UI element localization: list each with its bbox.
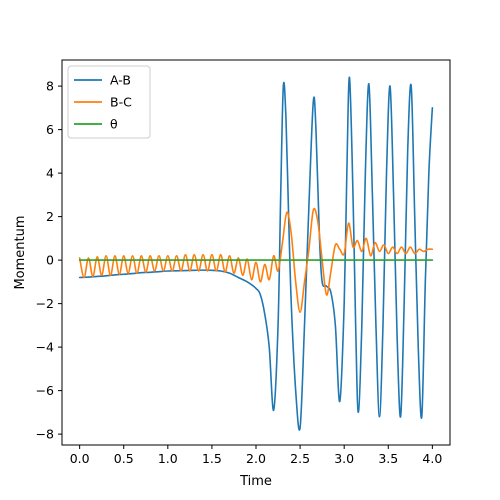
x-tick-label: 3.5 [378,451,398,466]
series-layer [78,76,434,431]
x-tick-label: 4.0 [422,451,442,466]
y-tick-label: −6 [36,383,54,398]
legend-label: θ [110,117,118,132]
y-tick-label: 2 [46,209,54,224]
y-tick-label: 8 [46,79,54,94]
y-tick-label: 0 [46,253,54,268]
y-axis-title: Momentum [13,215,28,289]
y-tick-label: 6 [46,122,54,137]
y-axis-ticks: −8 −6 −4 −2 0 2 4 6 8 [36,79,62,442]
x-tick-label: 2.0 [246,451,266,466]
x-tick-label: 0.5 [114,451,134,466]
x-tick-label: 1.0 [158,451,178,466]
y-tick-label: 4 [46,166,54,181]
legend-label: A-B [110,73,131,88]
y-tick-label: −8 [36,427,54,442]
legend-box [67,65,151,139]
legend-label: B-C [110,95,132,110]
x-tick-label: 0.0 [70,451,90,466]
y-tick-label: −2 [36,296,54,311]
series-line-1 [78,76,434,431]
x-axis-ticks: 0.0 0.5 1.0 1.5 2.0 2.5 3.0 3.5 4.0 [70,445,442,466]
x-axis-title: Time [239,474,272,489]
x-tick-label: 1.5 [202,451,222,466]
x-tick-label: 3.0 [334,451,354,466]
x-tick-label: 2.5 [290,451,310,466]
legend: A-B B-C θ [67,65,151,139]
y-tick-label: −4 [36,340,54,355]
series-line-2 [78,207,434,314]
